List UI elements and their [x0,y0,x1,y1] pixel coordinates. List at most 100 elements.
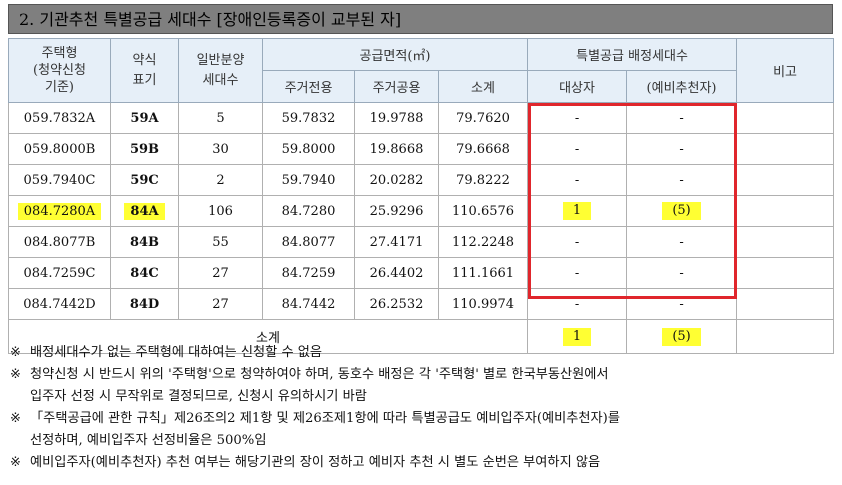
note-item: ※ 배정세대수가 없는 주택형에 대하여는 신청할 수 없음 [8,342,833,364]
cell-target: - [527,226,628,258]
header-abbr: 약식 표기 [110,38,179,103]
cell-target: - [527,288,628,320]
note-line: 예비입주자(예비추천자) 추천 여부는 해당기관의 장이 정하고 예비자 추천 … [30,455,601,470]
cell-private: 59.7832 [262,102,355,134]
header-area-common: 주거공용 [354,70,439,103]
cell-common: 19.9788 [354,102,439,134]
note-mark: ※ [10,411,22,426]
note-line: 청약신청 시 반드시 위의 '주택형'으로 청약하여야 하며, 동호수 배정은 … [30,367,609,382]
subtotal-note [736,319,835,354]
cell-general: 106 [178,195,263,227]
header-general: 일반분양 세대수 [178,38,263,103]
header-type: 주택형 (청약신청 기준) [8,38,111,103]
cell-general: 30 [178,133,263,165]
header-special: 특별공급 배정세대수 [527,38,738,71]
table-row: 084.7280A 84A 106 84.7280 25.9296 110.6576 1 (5… [8,195,835,227]
cell-note [736,257,835,289]
cell-reserve: - [626,257,738,289]
cell-common: 19.8668 [354,133,439,165]
cell-subtotal: 112.2248 [437,226,529,258]
notes: ※ 배정세대수가 없는 주택형에 대하여는 신청할 수 없음 ※ 청약신청 시 반드시… [8,342,833,474]
cell-common: 20.0282 [354,164,439,196]
cell-reserve: (5) [626,195,738,227]
note-mark: ※ [10,455,22,470]
cell-common: 26.4402 [354,257,439,289]
cell-note [736,288,835,320]
cell-common: 25.9296 [354,195,439,227]
cell-abbr: 84D [110,288,179,320]
table-row: 084.7259C 84C 27 84.7259 26.4402 111.1661- - [8,257,835,289]
section-title: 2. 기관추천 특별공급 세대수 [장애인등록증이 교부된 자] [8,4,833,34]
cell-note [736,102,835,134]
note-item: ※ 예비입주자(예비추천자) 추천 여부는 해당기관의 장이 정하고 예비자 추천… [8,452,833,474]
header-note: 비고 [736,38,835,103]
cell-general: 27 [178,288,263,320]
cell-target: 1 [527,195,628,227]
note-mark: ※ [10,367,22,382]
subtotal-label: 소계 [7,319,529,354]
cell-subtotal: 79.7620 [437,102,529,134]
cell-note [736,226,835,258]
cell-abbr: 84B [110,226,179,258]
table-row: 059.7832A 59A 5 59.7832 19.9788 79.7620- - [8,102,835,134]
cell-private: 84.7280 [262,195,355,227]
cell-subtotal: 111.1661 [437,257,529,289]
cell-reserve: - [626,102,738,134]
cell-private: 59.8000 [262,133,355,165]
note-line: 입주자 선정 시 무작위로 결정되므로, 신청시 유의하시기 바람 [30,389,367,404]
cell-type: 059.7940C [8,164,111,196]
cell-reserve: - [626,164,738,196]
note-mark: ※ [10,345,22,360]
note-item: ※ 「주택공급에 관한 규칙」제26조의2 제1항 및 제26조제1항에 따라 특… [8,408,833,452]
subtotal-row: 소계 1 (5) [7,319,835,354]
table-row: 084.7442D 84D 27 84.7442 26.2532 110.9974- - [8,288,835,320]
header-target: 대상자 [527,70,628,103]
cell-private: 59.7940 [262,164,355,196]
cell-target: - [527,102,628,134]
supply-table: 주택형 (청약신청 기준) 약식 표기 일반분양 세대수 공급면적(㎡) 특별공급 배정… [7,38,835,354]
note-line: 「주택공급에 관한 규칙」제26조의2 제1항 및 제26조제1항에 따라 특별… [30,411,620,426]
cell-target: - [527,133,628,165]
cell-subtotal: 79.6668 [437,133,529,165]
cell-type: 059.8000B [8,133,111,165]
cell-abbr: 59A [110,102,179,134]
cell-subtotal: 110.6576 [437,195,529,227]
note-item: ※ 청약신청 시 반드시 위의 '주택형'으로 청약하여야 하며, 동호수 배정은… [8,364,833,408]
cell-general: 5 [178,102,263,134]
cell-general: 27 [178,257,263,289]
note-line: 배정세대수가 없는 주택형에 대하여는 신청할 수 없음 [30,345,323,360]
cell-type: 084.7442D [8,288,111,320]
cell-common: 27.4171 [354,226,439,258]
cell-type: 084.8077B [8,226,111,258]
subtotal-target: 1 [527,319,628,354]
cell-target: - [527,164,628,196]
cell-note [736,164,835,196]
header-area-subtotal: 소계 [437,70,529,103]
cell-abbr: 84C [110,257,179,289]
header-area-private: 주거전용 [262,70,355,103]
cell-private: 84.7442 [262,288,355,320]
subtotal-reserve: (5) [626,319,738,354]
cell-general: 55 [178,226,263,258]
cell-note [736,195,835,227]
cell-private: 84.7259 [262,257,355,289]
cell-abbr: 59B [110,133,179,165]
cell-abbr: 59C [110,164,179,196]
cell-common: 26.2532 [354,288,439,320]
cell-type: 084.7280A [8,195,111,227]
cell-target: - [527,257,628,289]
cell-type: 084.7259C [8,257,111,289]
cell-note [736,133,835,165]
cell-reserve: - [626,226,738,258]
cell-subtotal: 79.8222 [437,164,529,196]
table-row: 059.8000B 59B 30 59.8000 19.8668 79.6668- - [8,133,835,165]
header-area: 공급면적(㎡) [261,38,529,71]
cell-abbr: 84A [110,195,179,227]
cell-private: 84.8077 [262,226,355,258]
table-row: 059.7940C 59C 2 59.7940 20.0282 79.8222- - [8,164,835,196]
header-reserve: (예비추천자) [626,70,738,103]
cell-type: 059.7832A [8,102,111,134]
table-row: 084.8077B 84B 55 84.8077 27.4171 112.2248- - [8,226,835,258]
note-line: 선정하며, 예비입주자 선정비율은 500%임 [30,433,267,448]
cell-reserve: - [626,133,738,165]
